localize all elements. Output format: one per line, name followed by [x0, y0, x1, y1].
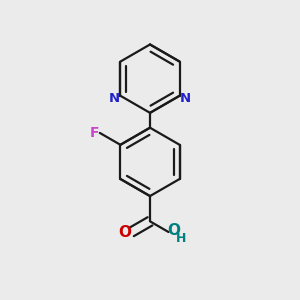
Text: N: N — [180, 92, 191, 105]
Text: O: O — [167, 223, 180, 238]
Text: F: F — [90, 126, 99, 140]
Text: O: O — [118, 224, 131, 239]
Text: N: N — [109, 92, 120, 105]
Text: H: H — [176, 232, 186, 245]
